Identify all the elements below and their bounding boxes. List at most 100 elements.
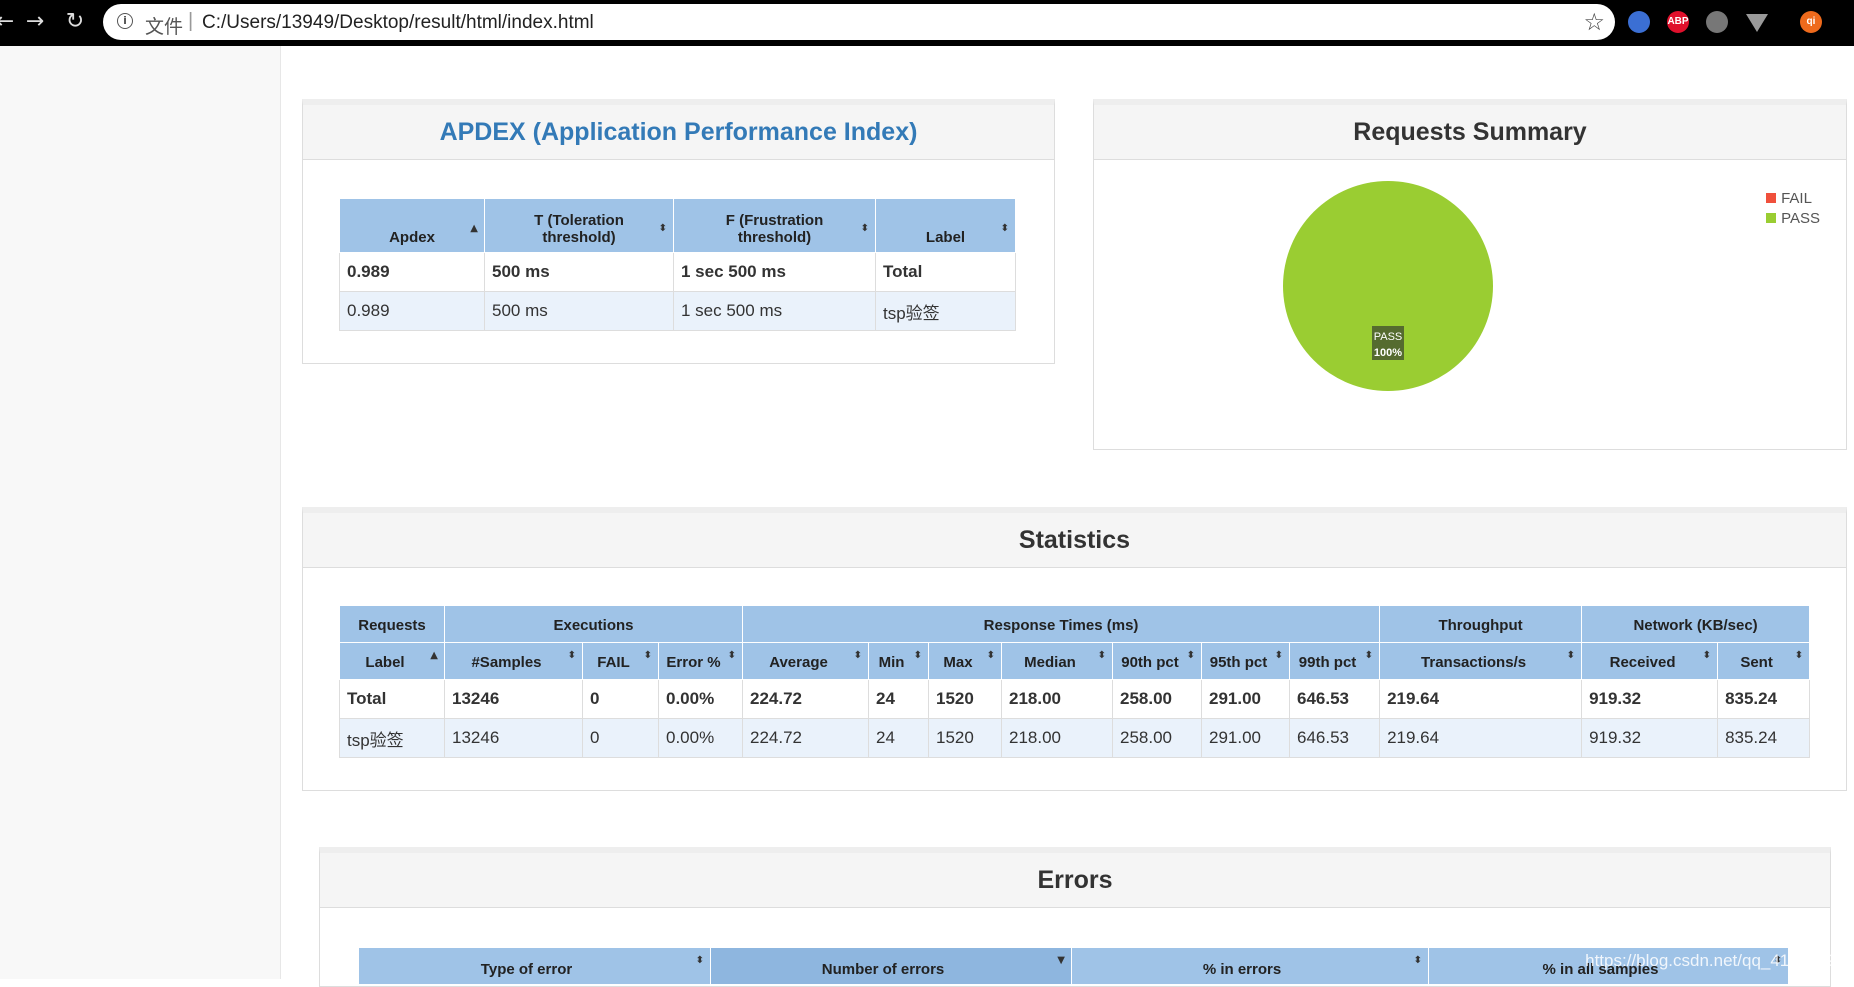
sort-both-icon[interactable]: ⬍ bbox=[695, 955, 704, 966]
column-group-header: Response Times (ms) bbox=[742, 605, 1381, 643]
column-header-label: Label bbox=[365, 654, 405, 671]
column-header[interactable]: F (Frustration threshold) ⬍ bbox=[673, 198, 876, 253]
column-header[interactable]: Min ⬍ bbox=[868, 642, 930, 680]
sort-both-icon[interactable]: ⬍ bbox=[1413, 955, 1422, 966]
table-cell: 291.00 bbox=[1201, 718, 1291, 758]
browser-toolbar: ← → ↻ i 文件 | C:/Users/13949/Desktop/resu… bbox=[0, 0, 1854, 46]
column-header[interactable]: Apdex ▲ bbox=[339, 198, 485, 253]
legend-item-fail[interactable]: FAIL bbox=[1765, 189, 1820, 209]
table-cell: 224.72 bbox=[742, 679, 870, 719]
table-cell: 0 bbox=[582, 718, 659, 758]
sort-asc-icon[interactable]: ▲ bbox=[430, 650, 438, 661]
sort-both-icon[interactable]: ⬍ bbox=[727, 650, 737, 661]
column-header-label: % in all samples bbox=[1542, 961, 1659, 978]
apdex-title: APDEX (Application Performance Index) bbox=[303, 105, 1054, 160]
column-header-label: Number of errors bbox=[821, 961, 945, 978]
column-header[interactable]: T (Toleration threshold) ⬍ bbox=[484, 198, 674, 253]
sort-both-icon[interactable]: ⬍ bbox=[1000, 223, 1009, 234]
sort-both-icon[interactable]: ⬍ bbox=[1186, 650, 1196, 661]
table-cell: 224.72 bbox=[742, 718, 870, 758]
sort-both-icon[interactable]: ⬍ bbox=[1794, 650, 1804, 661]
sort-both-icon[interactable]: ⬍ bbox=[860, 223, 869, 234]
address-url[interactable]: C:/Users/13949/Desktop/result/html/index… bbox=[202, 12, 594, 33]
pie-slice-pass[interactable] bbox=[1283, 181, 1493, 391]
column-header-label: Label bbox=[925, 229, 966, 246]
column-header[interactable]: #Samples ⬍ bbox=[444, 642, 583, 680]
sort-both-icon[interactable]: ⬍ bbox=[986, 650, 996, 661]
address-bar[interactable]: i 文件 | C:/Users/13949/Desktop/result/htm… bbox=[103, 4, 1615, 40]
column-header-label: FAIL bbox=[597, 654, 630, 671]
pie-label-box bbox=[1372, 326, 1404, 360]
column-header[interactable]: Max ⬍ bbox=[928, 642, 1003, 680]
column-header-label: Type of error bbox=[480, 961, 573, 978]
table-cell: 646.53 bbox=[1289, 679, 1381, 719]
table-cell: 24 bbox=[868, 718, 930, 758]
table-cell: 0 bbox=[582, 679, 659, 719]
sort-both-icon[interactable]: ⬍ bbox=[1274, 650, 1284, 661]
pie-slice-percent: 100% bbox=[1374, 347, 1402, 359]
sort-asc-icon[interactable]: ▲ bbox=[470, 223, 478, 234]
column-header-label: Sent bbox=[1740, 654, 1773, 671]
table-cell: 919.32 bbox=[1581, 718, 1719, 758]
column-header[interactable]: 90th pct ⬍ bbox=[1112, 642, 1203, 680]
column-header[interactable]: Number of errors ▼ bbox=[710, 947, 1072, 985]
adblock-icon[interactable]: ABP bbox=[1667, 11, 1689, 33]
column-header-label: % in errors bbox=[1202, 961, 1282, 978]
sort-both-icon[interactable]: ⬍ bbox=[1566, 650, 1576, 661]
sidebar bbox=[0, 46, 281, 979]
reload-icon[interactable]: ↻ bbox=[65, 9, 85, 34]
column-group-header: Throughput bbox=[1379, 605, 1583, 643]
column-header[interactable]: Sent ⬍ bbox=[1717, 642, 1811, 680]
sort-both-icon[interactable]: ⬍ bbox=[643, 650, 652, 661]
apdex-panel: APDEX (Application Performance Index) Ap… bbox=[302, 99, 1055, 364]
table-cell: 24 bbox=[868, 679, 930, 719]
errors-table: Type of error ⬍ Number of errors ▼ % in erro… bbox=[358, 947, 1789, 985]
forward-icon[interactable]: → bbox=[25, 9, 45, 34]
sort-both-icon[interactable]: ⬍ bbox=[567, 650, 576, 661]
column-header[interactable]: Label ⬍ bbox=[875, 198, 1016, 253]
vue-devtools-icon[interactable] bbox=[1746, 14, 1768, 32]
errors-title: Errors bbox=[320, 853, 1830, 908]
incognito-extension-icon[interactable] bbox=[1706, 11, 1728, 33]
column-header[interactable]: Average ⬍ bbox=[742, 642, 870, 680]
legend-label: FAIL bbox=[1781, 190, 1812, 207]
sort-both-icon[interactable]: ⬍ bbox=[1364, 650, 1374, 661]
bookmark-star-icon[interactable]: ☆ bbox=[1583, 8, 1605, 36]
column-group-header: Executions bbox=[443, 605, 744, 643]
statistics-panel: Statistics Requests Executions Response Ti… bbox=[302, 507, 1847, 791]
column-header-label: Min bbox=[878, 654, 905, 671]
requests-summary-panel: Requests Summary PASS 100% FAIL PASS bbox=[1093, 99, 1847, 450]
info-icon[interactable]: i bbox=[117, 13, 133, 29]
column-header[interactable]: Label ▲ bbox=[339, 642, 445, 680]
column-header[interactable]: Transactions/s ⬍ bbox=[1379, 642, 1583, 680]
profile-extension-icon[interactable] bbox=[1628, 11, 1650, 33]
table-cell: 835.24 bbox=[1717, 718, 1811, 758]
table-row: 0.989 500 ms 1 sec 500 ms tsp验签 bbox=[339, 291, 1016, 331]
back-icon[interactable]: ← bbox=[0, 9, 15, 34]
column-header-label: Max bbox=[943, 654, 973, 671]
sort-both-icon[interactable]: ⬍ bbox=[1773, 955, 1782, 966]
user-avatar-icon[interactable]: qi bbox=[1800, 11, 1822, 33]
table-cell: 500 ms bbox=[484, 291, 674, 331]
column-header-label: T (Toleration threshold) bbox=[534, 212, 624, 246]
address-separator: | bbox=[188, 10, 194, 32]
sort-both-icon[interactable]: ⬍ bbox=[913, 650, 923, 661]
sort-desc-icon[interactable]: ▼ bbox=[1057, 955, 1065, 966]
column-header[interactable]: Error % ⬍ bbox=[657, 642, 744, 680]
column-header[interactable]: Median ⬍ bbox=[1001, 642, 1114, 680]
column-header-label: Received bbox=[1609, 654, 1676, 671]
table-cell: 0.00% bbox=[657, 679, 744, 719]
legend-swatch bbox=[1765, 212, 1778, 224]
column-header[interactable]: 95th pct ⬍ bbox=[1201, 642, 1291, 680]
sort-both-icon[interactable]: ⬍ bbox=[1702, 650, 1712, 661]
sort-both-icon[interactable]: ⬍ bbox=[658, 223, 667, 234]
sort-both-icon[interactable]: ⬍ bbox=[853, 650, 863, 661]
column-header[interactable]: Received ⬍ bbox=[1581, 642, 1719, 680]
sort-both-icon[interactable]: ⬍ bbox=[1097, 650, 1107, 661]
column-header[interactable]: 99th pct ⬍ bbox=[1289, 642, 1381, 680]
column-header-label: Average bbox=[769, 654, 828, 671]
legend-item-pass[interactable]: PASS bbox=[1765, 209, 1820, 229]
column-group-header: Requests bbox=[339, 605, 445, 643]
column-header[interactable]: FAIL ⬍ bbox=[582, 642, 659, 680]
total-row: Total 13246 0 0.00% 224.72 24 1520 218.00 258.00… bbox=[339, 679, 1811, 719]
